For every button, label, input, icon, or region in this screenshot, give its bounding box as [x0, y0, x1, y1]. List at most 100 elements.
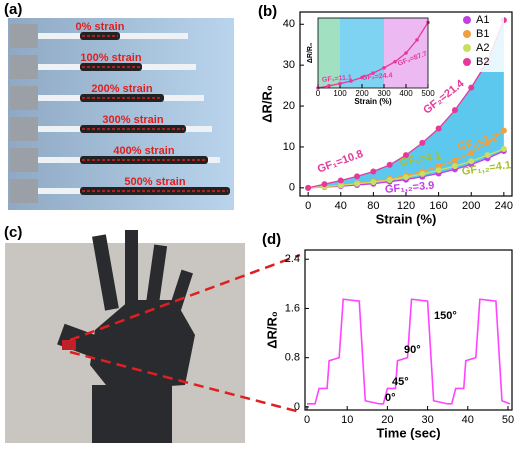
panel-label: (b) — [258, 3, 277, 20]
panel-label: (d) — [262, 231, 281, 248]
point — [451, 163, 458, 170]
point — [305, 184, 312, 191]
photo-a — [8, 18, 234, 210]
point — [360, 75, 364, 80]
y-axis-label: ΔR/R₀ — [264, 311, 279, 349]
x-tick-label: 80 — [367, 200, 379, 212]
point — [451, 107, 458, 114]
y-tick-label: 20 — [283, 100, 295, 112]
x-tick-label: 50 — [502, 414, 514, 426]
x-tick-label: 40 — [462, 414, 474, 426]
point — [354, 173, 361, 180]
x-tick-label: 400 — [399, 89, 413, 98]
legend-label: A2 — [476, 42, 489, 54]
panel-label: (c) — [4, 224, 22, 241]
point — [419, 139, 426, 146]
y-tick-label: 1.6 — [285, 302, 300, 314]
point — [337, 182, 344, 189]
legend-label: B1 — [476, 28, 489, 40]
x-tick-label: 100 — [333, 89, 347, 98]
y-tick-label: 0 — [289, 182, 295, 194]
y-tick-label: 0 — [294, 401, 300, 413]
zoom-line — [69, 253, 301, 342]
point — [354, 180, 361, 187]
annotation: 45° — [392, 376, 409, 388]
zoom-line — [69, 350, 301, 414]
annotation: GF₂=24.4 — [362, 72, 393, 82]
annotation: 0° — [385, 392, 396, 404]
point — [338, 81, 342, 86]
point — [451, 157, 458, 164]
y-tick-label: 30 — [283, 59, 295, 71]
strain-label: 400% strain — [113, 145, 174, 157]
point — [386, 177, 393, 184]
y-tick-label: 0.8 — [285, 352, 300, 364]
sample — [80, 63, 142, 71]
legend-marker — [463, 58, 471, 66]
frame — [299, 11, 513, 197]
y-axis-label: ΔR/R₀ — [307, 43, 314, 63]
x-tick-label: 500 — [421, 89, 435, 98]
x-axis-label: Time (sec) — [376, 425, 440, 440]
point — [327, 84, 331, 88]
strain-label: 0% strain — [76, 21, 125, 33]
point — [349, 79, 353, 83]
point — [337, 177, 344, 184]
point — [370, 168, 377, 175]
annotation: GF₁=11.1 — [322, 74, 353, 84]
x-axis-label: Strain (%) — [354, 97, 392, 106]
y-tick-label: 2.4 — [285, 253, 300, 265]
legend-marker — [463, 16, 471, 24]
robot-hand — [57, 230, 195, 443]
x-tick-label: 200 — [355, 89, 369, 98]
x-tick-label: 0 — [304, 414, 310, 426]
panel-label: (a) — [4, 1, 22, 18]
point — [484, 152, 491, 159]
x-tick-label: 0 — [305, 200, 311, 212]
x-tick-label: 240 — [495, 200, 513, 212]
x-tick-label: 300 — [377, 89, 391, 98]
x-tick-label: 20 — [381, 414, 393, 426]
point — [468, 84, 475, 91]
x-tick-label: 120 — [397, 200, 415, 212]
x-tick-label: 160 — [429, 200, 447, 212]
x-tick-label: 200 — [462, 200, 480, 212]
clamp — [10, 55, 38, 79]
point — [370, 179, 377, 186]
x-tick-label: 10 — [341, 414, 353, 426]
x-tick-label: 30 — [421, 414, 433, 426]
strain-label: 300% strain — [102, 114, 163, 126]
x-tick-label: 40 — [335, 200, 347, 212]
frame — [304, 249, 513, 411]
legend-marker — [463, 44, 471, 52]
clamp — [10, 179, 38, 203]
clamp — [10, 117, 38, 141]
point — [415, 38, 419, 42]
annotation: 90° — [404, 344, 421, 356]
annotation: GF₁,₂=3.9 — [384, 180, 434, 196]
point — [419, 170, 426, 177]
point — [393, 59, 397, 64]
clamp — [10, 86, 38, 110]
point — [484, 139, 491, 146]
legend-label: A1 — [476, 14, 489, 26]
point — [371, 71, 375, 75]
point — [500, 145, 507, 152]
point — [403, 152, 409, 159]
point — [500, 127, 507, 134]
strain-label: 500% strain — [124, 176, 185, 188]
point — [435, 125, 442, 132]
series-line — [307, 298, 511, 405]
fill-area — [308, 20, 504, 188]
clamp — [10, 24, 38, 48]
y-axis-label: ΔR/R₀ — [259, 85, 274, 123]
point — [468, 158, 475, 165]
strain-label: 100% strain — [80, 52, 141, 64]
point — [435, 167, 442, 174]
point — [404, 51, 408, 55]
frame — [317, 17, 429, 89]
x-tick-label: 0 — [316, 89, 321, 98]
region — [318, 18, 340, 88]
legend-marker — [463, 30, 471, 38]
